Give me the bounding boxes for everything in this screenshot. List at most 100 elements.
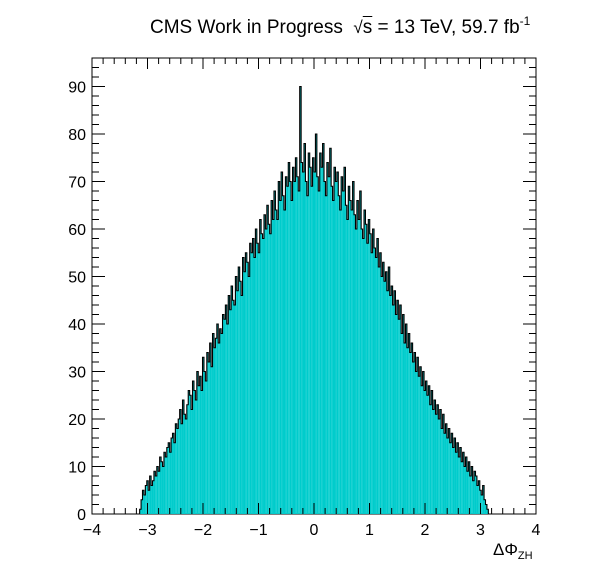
histogram-bar xyxy=(418,376,420,514)
histogram-bar xyxy=(241,295,243,514)
y-tick-label: 70 xyxy=(68,175,86,192)
histogram-bar xyxy=(409,352,412,514)
histogram-bar xyxy=(375,257,377,514)
histogram-bar xyxy=(266,205,269,514)
y-tick-label: 60 xyxy=(68,222,86,239)
histogram-bar xyxy=(292,167,294,514)
histogram-bar xyxy=(415,371,417,514)
histogram-bar xyxy=(361,229,363,514)
x-tick-label: 4 xyxy=(532,522,541,539)
histogram-bar xyxy=(322,143,325,514)
histogram-bar xyxy=(399,305,402,514)
y-tick-label: 10 xyxy=(68,460,86,477)
histogram-bar xyxy=(335,181,337,514)
histogram-bar xyxy=(198,385,200,514)
histogram-bar xyxy=(162,466,164,514)
histogram-bar xyxy=(486,509,489,514)
histogram-bar xyxy=(143,495,146,514)
chart-title: CMS Work in Progress √s = 13 TeV, 59.7 f… xyxy=(150,14,531,38)
histogram-bar xyxy=(452,447,455,514)
histogram-bar xyxy=(226,324,229,514)
x-tick-label: 0 xyxy=(310,522,319,539)
histogram-bar xyxy=(176,428,179,514)
histogram-bar xyxy=(432,409,435,514)
histogram-bar xyxy=(201,390,203,514)
histogram-bar xyxy=(251,252,253,514)
histogram-bar xyxy=(312,157,314,514)
histogram-bar xyxy=(329,148,332,514)
histogram-bar xyxy=(232,300,234,514)
histogram-bar xyxy=(402,314,405,514)
histogram-bar xyxy=(459,447,462,514)
histogram-bar xyxy=(142,490,144,514)
energy-lumi: = 13 TeV, 59.7 fb xyxy=(372,17,520,38)
histogram-bar xyxy=(171,438,173,514)
histogram-bar xyxy=(216,324,219,514)
histogram-bar xyxy=(262,238,264,514)
histogram-bar xyxy=(206,352,209,514)
histogram-bar xyxy=(149,476,152,514)
histogram-bar xyxy=(276,219,279,514)
histogram-bar xyxy=(451,433,453,514)
histogram-bar xyxy=(319,153,322,514)
histogram-bar xyxy=(286,186,289,514)
histogram-bar xyxy=(141,499,143,514)
histogram-bar xyxy=(405,324,407,514)
histogram-bar xyxy=(328,176,330,514)
histogram-bar xyxy=(291,200,293,514)
histogram-bar xyxy=(412,362,415,514)
histogram-bar xyxy=(395,314,397,514)
x-tick-label: −4 xyxy=(83,522,101,539)
histogram-bar xyxy=(364,210,366,514)
histogram-bar xyxy=(465,457,467,514)
histogram-bar xyxy=(175,423,177,514)
histogram-bar xyxy=(448,428,450,514)
histogram-bar xyxy=(169,452,172,514)
histogram-bar xyxy=(269,233,272,514)
histogram-bar xyxy=(386,290,389,514)
histogram-bar xyxy=(472,480,475,514)
histogram-bar xyxy=(359,191,362,514)
histogram-bar xyxy=(444,433,446,514)
histogram-bar xyxy=(424,390,426,514)
histogram-bar xyxy=(366,243,369,514)
histogram-bar xyxy=(449,442,452,514)
histogram-bar xyxy=(351,210,353,514)
histogram-bar xyxy=(248,276,250,514)
histogram-bar xyxy=(218,343,220,514)
histogram-bar xyxy=(193,390,196,514)
histogram-bar xyxy=(245,252,247,514)
histogram-bar xyxy=(273,191,276,514)
histogram-bar xyxy=(259,219,262,514)
histogram-bar xyxy=(153,471,156,514)
histogram-bar xyxy=(203,371,206,514)
histogram-bar xyxy=(305,181,307,514)
histogram-bar xyxy=(376,238,379,514)
histogram-bar xyxy=(191,409,193,514)
histogram-bar xyxy=(182,400,184,514)
histogram-bar xyxy=(145,485,147,514)
histogram-bar xyxy=(172,433,174,514)
histogram-bar xyxy=(212,333,214,514)
histogram-bar xyxy=(478,480,480,514)
lumi-exponent: -1 xyxy=(519,14,531,28)
histogram-bar xyxy=(155,476,157,514)
histogram-bar xyxy=(381,276,383,514)
histogram-bar xyxy=(186,404,189,514)
histogram-bar xyxy=(438,419,440,514)
histogram-bar xyxy=(404,343,406,514)
histogram-bar xyxy=(256,243,259,514)
histogram-bar xyxy=(482,485,485,514)
histogram-bar xyxy=(408,333,410,514)
histogram-bar xyxy=(446,438,449,514)
histogram-bar xyxy=(476,485,479,514)
y-tick-label: 0 xyxy=(77,507,86,524)
histogram-bar xyxy=(255,229,257,514)
histogram-bar xyxy=(263,214,266,514)
histogram-bar xyxy=(272,219,274,514)
histogram-bar xyxy=(372,229,375,514)
histogram-bar xyxy=(356,200,359,514)
histogram-bar xyxy=(336,172,339,514)
histogram-bar xyxy=(278,181,280,514)
histogram-bar xyxy=(481,495,483,514)
